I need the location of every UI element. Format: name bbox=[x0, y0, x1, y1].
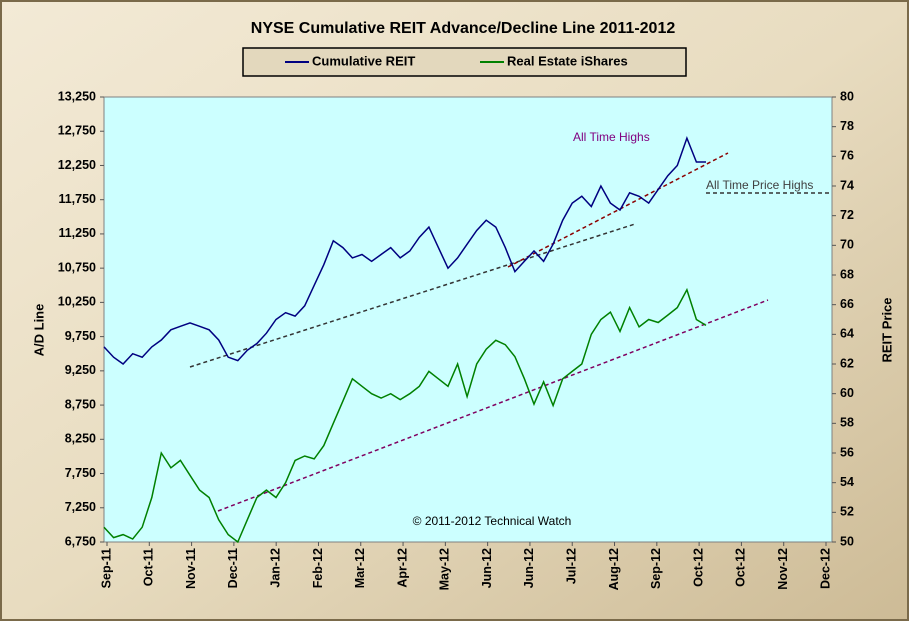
series-line bbox=[103, 287, 707, 544]
annotation: © 2011-2012 Technical Watch bbox=[413, 514, 572, 528]
y-tick-label: 9,750 bbox=[65, 329, 96, 343]
y2-axis-label: REIT Price bbox=[879, 297, 894, 362]
x-tick-label: Jan-12 bbox=[268, 548, 282, 588]
annotation: All Time Highs bbox=[573, 130, 650, 144]
x-tick-label: Nov-11 bbox=[184, 548, 198, 589]
y-tick-label: 8,750 bbox=[65, 397, 96, 411]
x-tick-label: Oct-11 bbox=[142, 548, 156, 586]
x-tick-label: Dec-11 bbox=[226, 548, 240, 588]
plot-area bbox=[103, 96, 833, 543]
y-tick-label: 10,250 bbox=[58, 295, 96, 309]
x-tick-label: Sep-11 bbox=[99, 548, 113, 588]
y2-tick-label: 50 bbox=[840, 534, 854, 548]
series-line bbox=[103, 135, 706, 365]
y-tick-label: 12,250 bbox=[58, 158, 96, 172]
y2-tick-label: 64 bbox=[840, 327, 854, 341]
y-tick-label: 10,750 bbox=[58, 260, 96, 274]
trend-line bbox=[217, 299, 769, 512]
x-tick-label: Jun-12 bbox=[522, 548, 536, 588]
x-tick-label: Apr-12 bbox=[395, 548, 409, 588]
trend-line bbox=[189, 223, 636, 368]
legend-label: Real Estate iShares bbox=[507, 53, 628, 68]
y-tick-label: 11,750 bbox=[58, 192, 96, 206]
y2-tick-label: 54 bbox=[840, 475, 854, 489]
y-tick-label: 13,250 bbox=[58, 89, 96, 103]
y2-tick-label: 58 bbox=[840, 416, 854, 430]
y2-tick-label: 62 bbox=[840, 356, 854, 370]
trend-line bbox=[507, 152, 729, 268]
y2-tick-label: 70 bbox=[840, 238, 854, 252]
y-tick-label: 12,750 bbox=[58, 124, 96, 138]
x-tick-label: Jul-12 bbox=[565, 548, 579, 584]
x-tick-label: Oct-12 bbox=[691, 548, 705, 587]
y-axis-label: A/D Line bbox=[31, 304, 46, 357]
x-tick-label: Aug-12 bbox=[607, 548, 621, 590]
y2-tick-label: 66 bbox=[840, 297, 854, 311]
y2-tick-label: 56 bbox=[840, 445, 854, 459]
x-tick-label: Dec-12 bbox=[818, 548, 832, 589]
y-tick-label: 9,250 bbox=[65, 363, 96, 377]
legend bbox=[242, 47, 687, 77]
y2-tick-label: 78 bbox=[840, 119, 854, 133]
annotation: All Time Price Highs bbox=[706, 178, 813, 192]
legend-label: Cumulative REIT bbox=[312, 53, 415, 68]
y-tick-label: 7,750 bbox=[65, 466, 96, 480]
x-tick-label: May-12 bbox=[438, 548, 452, 590]
y2-tick-label: 74 bbox=[840, 178, 854, 192]
x-tick-label: Sep-12 bbox=[649, 548, 663, 589]
y2-tick-label: 72 bbox=[840, 208, 854, 222]
y-tick-label: 6,750 bbox=[65, 534, 96, 548]
y2-tick-label: 76 bbox=[840, 149, 854, 163]
trend-lines bbox=[189, 152, 832, 512]
y2-tick-label: 60 bbox=[840, 386, 854, 400]
x-tick-label: Feb-12 bbox=[311, 548, 325, 588]
y-tick-label: 7,250 bbox=[65, 500, 96, 514]
y-tick-label: 8,250 bbox=[65, 432, 96, 446]
x-tick-label: Mar-12 bbox=[353, 548, 367, 588]
chart-title: NYSE Cumulative REIT Advance/Decline Lin… bbox=[251, 20, 676, 37]
y2-tick-label: 80 bbox=[840, 89, 854, 103]
x-tick-label: Jun-12 bbox=[480, 548, 494, 588]
y-tick-label: 11,250 bbox=[58, 226, 96, 240]
y2-tick-label: 68 bbox=[840, 267, 854, 281]
x-tick-label: Oct-12 bbox=[734, 548, 748, 587]
y2-tick-label: 52 bbox=[840, 505, 854, 519]
x-tick-label: Nov-12 bbox=[776, 548, 790, 590]
